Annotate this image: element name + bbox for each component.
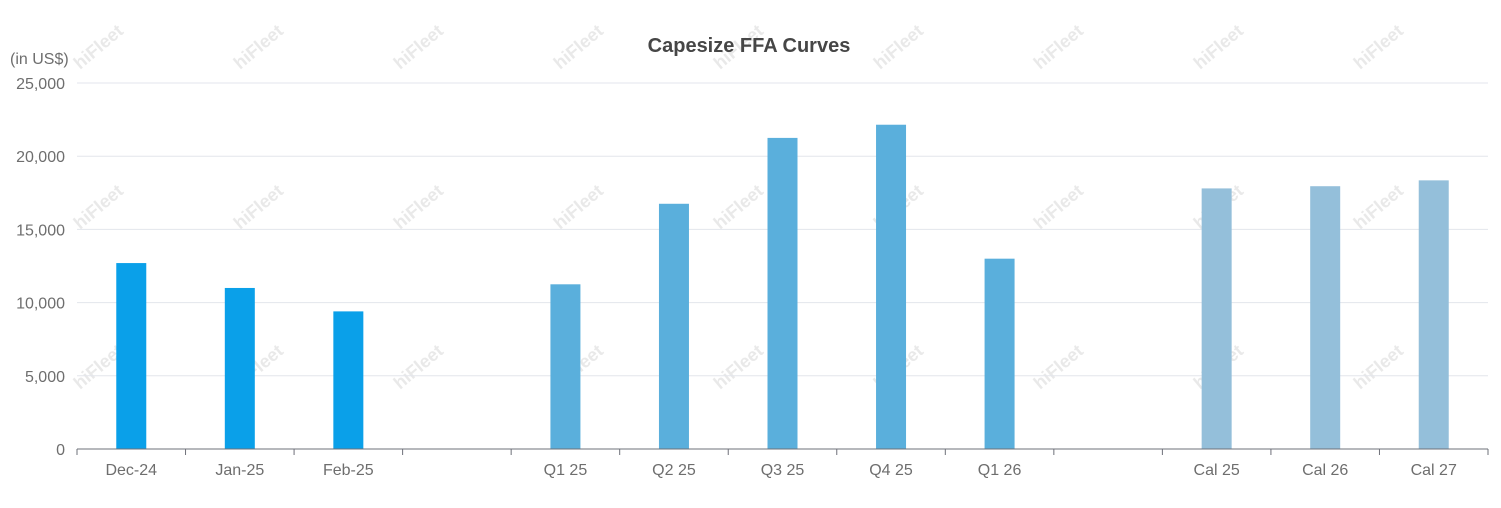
watermark-text: hiFleet bbox=[230, 180, 287, 233]
watermark-text: hiFleet bbox=[390, 20, 447, 73]
x-tick-label: Q3 25 bbox=[761, 462, 805, 479]
watermark-text: hiFleet bbox=[390, 180, 447, 233]
watermark-text: hiFleet bbox=[710, 180, 767, 233]
bar-feb-25[interactable] bbox=[333, 311, 364, 449]
bar-q4-25[interactable] bbox=[876, 124, 907, 449]
x-tick-label: Cal 25 bbox=[1194, 462, 1240, 479]
x-tick-label: Dec-24 bbox=[105, 462, 157, 479]
watermark-text: hiFleet bbox=[1030, 180, 1087, 233]
x-tick-label: Q1 25 bbox=[544, 462, 588, 479]
x-tick-label: Cal 27 bbox=[1411, 462, 1457, 479]
y-tick-label: 5,000 bbox=[25, 369, 65, 386]
chart-title: Capesize FFA Curves bbox=[648, 35, 851, 57]
watermark-text: hiFleet bbox=[70, 180, 127, 233]
x-tick-label: Feb-25 bbox=[323, 462, 374, 479]
y-tick-label: 10,000 bbox=[16, 296, 65, 313]
bar-q1-25[interactable] bbox=[550, 284, 581, 449]
bar-q3-25[interactable] bbox=[767, 137, 798, 449]
watermark-text: hiFleet bbox=[1350, 20, 1407, 73]
watermark-text: hiFleet bbox=[70, 20, 127, 73]
bar-cal-27[interactable] bbox=[1418, 180, 1449, 449]
x-tick-label: Cal 26 bbox=[1302, 462, 1348, 479]
watermark-text: hiFleet bbox=[1190, 20, 1247, 73]
y-tick-label: 15,000 bbox=[16, 222, 65, 239]
watermark-text: hiFleet bbox=[870, 20, 927, 73]
bar-q1-26[interactable] bbox=[984, 258, 1015, 449]
bar-q2-25[interactable] bbox=[658, 203, 689, 449]
bar-cal-25[interactable] bbox=[1201, 188, 1232, 449]
y-axis-unit-label: (in US$) bbox=[10, 51, 69, 68]
watermark-text: hiFleet bbox=[390, 340, 447, 393]
bar-cal-26[interactable] bbox=[1310, 186, 1341, 449]
watermark-text: hiFleet bbox=[230, 20, 287, 73]
y-tick-label: 25,000 bbox=[16, 76, 65, 93]
watermark-text: hiFleet bbox=[550, 180, 607, 233]
y-tick-label: 0 bbox=[56, 442, 65, 459]
watermark-text: hiFleet bbox=[1030, 340, 1087, 393]
watermark-text: hiFleet bbox=[1350, 340, 1407, 393]
watermark-text: hiFleet bbox=[550, 20, 607, 73]
x-tick-label: Q2 25 bbox=[652, 462, 696, 479]
bar-dec-24[interactable] bbox=[116, 263, 147, 449]
bars bbox=[116, 124, 1449, 449]
y-axis: 0 5,000 10,000 15,000 20,000 25,000 bbox=[16, 76, 65, 459]
watermark-text: hiFleet bbox=[710, 340, 767, 393]
x-tick-label: Jan-25 bbox=[215, 462, 264, 479]
watermark-text: hiFleet bbox=[1030, 20, 1087, 73]
bar-jan-25[interactable] bbox=[224, 287, 255, 449]
x-tick-label: Q1 26 bbox=[978, 462, 1022, 479]
y-tick-label: 20,000 bbox=[16, 149, 65, 166]
x-tick-label: Q4 25 bbox=[869, 462, 913, 479]
watermark-text: hiFleet bbox=[1350, 180, 1407, 233]
x-axis: Dec-24 Jan-25 Feb-25 Q1 25 Q2 25 Q3 25 Q4 25 Q1… bbox=[76, 448, 1489, 479]
